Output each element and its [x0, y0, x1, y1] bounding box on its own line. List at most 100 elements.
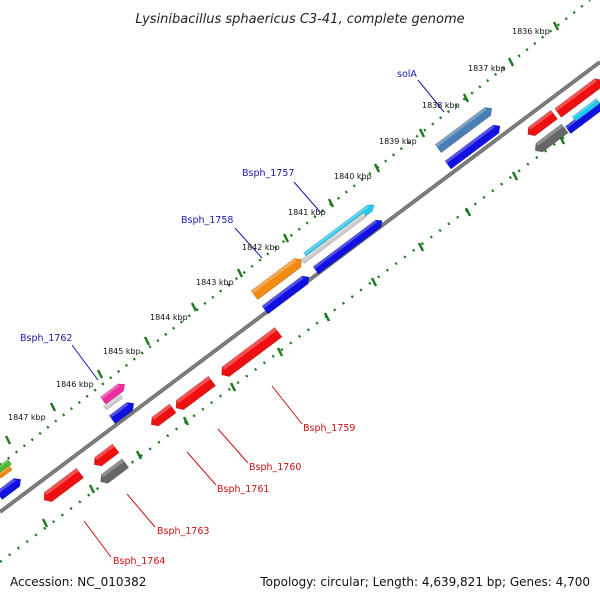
inner-tick	[229, 382, 237, 392]
leader-bsph-1761	[186, 451, 217, 486]
gene-bsph-1757-inner-shade	[313, 220, 378, 269]
gene-label-bsph-1757[interactable]: Bsph_1757	[242, 168, 294, 179]
gene-label-bsph-1763[interactable]: Bsph_1763	[157, 526, 209, 537]
gene-label-bsph-1764[interactable]: Bsph_1764	[113, 556, 165, 567]
kbp-tick	[507, 57, 515, 67]
kbp-label-1843: 1843 kbp	[196, 278, 234, 287]
kbp-label-1839: 1839 kbp	[379, 137, 417, 146]
gene-bsph-1762-mid-shade	[103, 394, 121, 408]
gene-bsph-1762-inner-shade	[109, 402, 129, 418]
gene-bsph-1762-inner	[108, 402, 135, 425]
gene-bsph-1761	[150, 403, 177, 427]
gene-solA-outer-shade	[435, 107, 487, 147]
gene-bsph-1763-gray-shade	[101, 458, 125, 478]
kbp-tick	[236, 268, 244, 278]
gene-bsph-1757-outer-shade	[303, 204, 370, 255]
kbp-tick	[4, 435, 12, 445]
gene-right-gray-shade	[535, 124, 564, 146]
gene-topright-cyan-shade	[572, 98, 598, 119]
gene-label-bsph-1761[interactable]: Bsph_1761	[217, 484, 269, 495]
gene-label-bsph-1762[interactable]: Bsph_1762	[20, 333, 72, 344]
gene-bsph-1762-outer	[100, 383, 126, 405]
gene-bsph-1757-mid-shade	[301, 212, 365, 261]
gene-label-bsph-1760[interactable]: Bsph_1760	[249, 462, 301, 473]
kbp-tick	[327, 198, 335, 208]
inner-tick	[370, 277, 378, 287]
gene-bsph-1757-inner	[312, 219, 383, 275]
kbp-tick	[49, 402, 57, 412]
gene-bsph-1757-mid	[300, 212, 368, 264]
leader-bsph-1763	[126, 493, 156, 528]
gene-edge-orange	[0, 465, 13, 479]
gene-solA-inner	[444, 124, 501, 170]
gene-bsph-1763	[93, 443, 120, 467]
gene-bsph-1760	[175, 375, 217, 411]
gene-edge-green-shade	[0, 459, 9, 468]
kbp-label-1846: 1846 kbp	[56, 380, 94, 389]
gene-bsph-1762-outer-shade	[100, 383, 120, 400]
gene-label-solA[interactable]: solA	[397, 69, 417, 80]
topology-summary: Topology: circular; Length: 4,639,821 bp…	[259, 575, 590, 589]
leader-bsph-1759	[271, 385, 303, 425]
kbp-tick	[462, 93, 470, 103]
gene-features	[0, 78, 600, 503]
gene-bsph-1763-gray	[100, 458, 130, 484]
kbp-tick	[418, 128, 426, 138]
kbp-ticks	[4, 21, 566, 528]
gene-bsph-1761-shade	[151, 404, 172, 420]
gene-bsph-1758-outer	[250, 258, 302, 301]
kbp-label-1836: 1836 kbp	[512, 27, 550, 36]
leader-bsph-1757	[293, 181, 322, 214]
kbp-label-1841: 1841 kbp	[288, 208, 326, 217]
gene-bsph-1758-inner	[261, 275, 310, 315]
kbp-label-1844: 1844 kbp	[150, 313, 188, 322]
gene-bsph-1758-outer-shade	[251, 258, 297, 294]
inner-tick	[511, 171, 519, 181]
gene-solA-outer	[434, 107, 493, 154]
kbp-label-1840: 1840 kbp	[334, 172, 372, 181]
kbp-tick	[143, 336, 151, 346]
kbp-tick	[96, 369, 104, 379]
gene-label-bsph-1759[interactable]: Bsph_1759	[303, 423, 355, 434]
kbp-label-1838: 1838 kbp	[422, 101, 460, 110]
gene-bsph-1762-mid	[103, 393, 123, 411]
kbp-label-1847: 1847 kbp	[8, 413, 46, 422]
inner-tick	[182, 416, 190, 426]
inner-tick	[88, 484, 96, 494]
accession-text: Accession: NC_010382	[10, 575, 146, 589]
gene-bsph-1763-shade	[94, 444, 115, 460]
map-title: Lysinibacillus sphaericus C3-41, complet…	[135, 12, 464, 27]
gene-right-red2-shade	[528, 110, 553, 130]
inner-tick	[323, 312, 331, 322]
leader-bsph-1762	[71, 344, 99, 381]
leader-bsph-1758	[234, 227, 263, 259]
kbp-tick	[190, 302, 198, 312]
kbp-tick	[373, 163, 381, 173]
gene-label-bsph-1758[interactable]: Bsph_1758	[181, 215, 233, 226]
inner-tick	[135, 450, 143, 460]
gene-edge-blue-shade	[0, 478, 16, 493]
gene-topright-red-shade	[554, 78, 597, 112]
inner-tick	[417, 242, 425, 252]
gene-bsph-1759	[221, 326, 283, 377]
gene-edge-green	[0, 458, 12, 474]
gene-bsph-1758-inner-shade	[262, 276, 304, 309]
kbp-label-1842: 1842 kbp	[242, 243, 280, 252]
kbp-tick	[282, 233, 290, 243]
inner-ruler	[0, 109, 600, 563]
inner-tick	[464, 207, 472, 217]
leader-bsph-1760	[217, 428, 249, 464]
inner-tick	[276, 347, 284, 357]
kbp-tick	[552, 21, 560, 31]
gene-edge-blue	[0, 478, 22, 501]
gene-right-gray	[534, 123, 569, 153]
leader-bsph-1764	[83, 520, 112, 558]
gene-bsph-1760-shade	[176, 376, 211, 404]
gene-solA-inner-shade	[445, 125, 495, 164]
label-leaders	[71, 79, 445, 558]
gene-topright-red	[554, 78, 600, 118]
gene-bsph-1764-shade	[44, 468, 79, 496]
gene-right-red2	[527, 109, 558, 137]
gene-bsph-1764	[43, 467, 85, 503]
